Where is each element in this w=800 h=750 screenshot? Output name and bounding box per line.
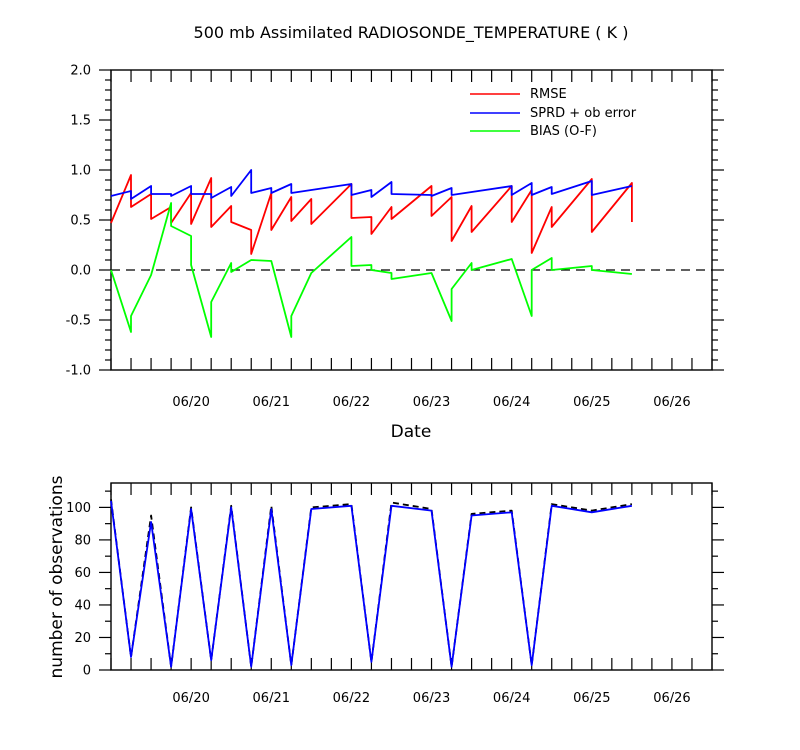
x-tick-label: 06/23	[413, 691, 450, 706]
sprd-ob-error-line	[110, 169, 633, 200]
top-chart-title: 500 mb Assimilated RADIOSONDE_TEMPERATUR…	[194, 23, 629, 43]
y-tick-label: 100	[66, 501, 91, 516]
top-series-group	[110, 169, 633, 338]
bottom-plot-frame	[110, 482, 713, 671]
x-tick-label: 06/26	[653, 395, 690, 410]
x-tick-label: 06/24	[493, 691, 530, 706]
obs-series-1-line	[110, 500, 633, 668]
y-tick-label: -1.0	[66, 364, 91, 379]
x-tick-label: 06/20	[172, 691, 209, 706]
y-tick-label: 0.0	[70, 264, 91, 279]
y-tick-label: 1.5	[70, 114, 91, 129]
legend-label-sprd: SPRD + ob error	[530, 106, 637, 121]
x-tick-label: 06/24	[493, 395, 530, 410]
bias-o-f-line	[110, 202, 632, 338]
y-tick-label: -0.5	[66, 314, 91, 329]
x-tick-label: 06/21	[253, 395, 290, 410]
y-tick-label: 2.0	[70, 64, 91, 79]
x-tick-label: 06/23	[413, 395, 450, 410]
top-y-ticks: 2.0 1.5 1.0 0.5 0.0 -0.5 -1.0	[66, 64, 724, 379]
y-tick-label: 60	[74, 566, 91, 581]
y-tick-label: 40	[74, 598, 91, 613]
legend: RMSE SPRD + ob error BIAS (O-F)	[470, 87, 637, 139]
bottom-series-group	[110, 499, 633, 668]
y-tick-label: 20	[74, 631, 91, 646]
y-tick-label: 80	[74, 533, 91, 548]
top-x-axis-title: Date	[391, 422, 432, 442]
x-tick-label: 06/26	[653, 691, 690, 706]
top-x-ticks: 06/20 06/21 06/22 06/23 06/24 06/25 06/26	[110, 70, 713, 410]
y-tick-label: 0	[83, 664, 91, 679]
x-tick-label: 06/20	[172, 395, 209, 410]
bottom-y-axis-title: number of observations	[47, 475, 67, 678]
x-tick-label: 06/25	[573, 691, 610, 706]
y-tick-label: 1.0	[70, 164, 91, 179]
bottom-x-ticks: 06/20 06/21 06/22 06/23 06/24 06/25 06/26	[110, 483, 713, 706]
x-tick-label: 06/21	[253, 691, 290, 706]
x-tick-label: 06/22	[333, 691, 370, 706]
bottom-y-ticks: 100 80 60 40 20 0	[66, 490, 724, 679]
y-tick-label: 0.5	[70, 214, 91, 229]
legend-label-bias: BIAS (O-F)	[530, 124, 597, 139]
legend-label-rmse: RMSE	[530, 87, 567, 102]
x-tick-label: 06/22	[333, 395, 370, 410]
top-plot: 2.01.51.00.50.0-0.5-1.0 06/20 06/21 06/22 0…	[66, 64, 724, 410]
x-tick-label: 06/25	[573, 395, 610, 410]
